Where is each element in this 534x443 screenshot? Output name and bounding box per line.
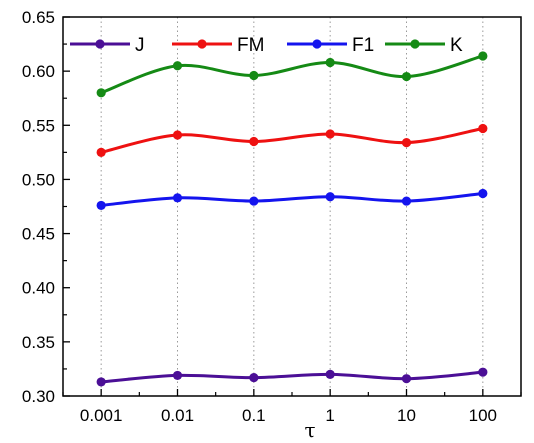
data-point [401, 196, 412, 206]
data-point [249, 136, 259, 147]
series-line-fm [100, 127, 484, 154]
series-line-j [101, 370, 483, 384]
legend-swatch-marker [312, 39, 322, 49]
data-point [401, 138, 412, 148]
x-tick-label: 0.001 [80, 406, 123, 425]
data-point [478, 51, 488, 61]
series-k [96, 51, 488, 98]
y-tick-label: 0.35 [22, 333, 55, 352]
data-point [96, 377, 106, 387]
y-tick-label: 0.55 [22, 116, 55, 135]
data-point [325, 129, 335, 139]
series-j [96, 367, 488, 387]
axes: 0.001 0.01 0.1 1 10 100 0.30 0.35 0.40 0.45 0.50 0.… [22, 8, 522, 425]
legend-label: F1 [352, 35, 374, 56]
legend-swatch-marker [197, 39, 207, 49]
legend-item-k: K [385, 35, 463, 56]
data-point [325, 192, 335, 202]
y-tick-label: 0.60 [22, 62, 55, 81]
plot-frame [62, 16, 522, 397]
series-line-k [100, 54, 484, 95]
data-point [96, 88, 106, 98]
legend-label: FM [237, 35, 264, 56]
data-point [172, 193, 183, 203]
data-point [325, 369, 335, 379]
data-point [401, 71, 412, 82]
y-tick-label: 0.65 [22, 8, 55, 27]
legend-swatch-marker [95, 39, 105, 49]
y-tick-label: 0.40 [22, 279, 55, 298]
legend-item-j: J [70, 35, 145, 56]
x-tick-label: 10 [397, 406, 416, 425]
data-point [401, 374, 412, 384]
data-point [172, 370, 183, 381]
x-axis-title: τ [304, 418, 315, 442]
series-f1 [96, 188, 488, 211]
legend-item-f1: F1 [287, 35, 374, 56]
x-tick-label: 0.01 [161, 406, 194, 425]
legend-item-fm: FM [172, 35, 264, 56]
legend-swatch-marker [410, 39, 420, 49]
series-line-f1 [101, 192, 483, 207]
y-tick-label: 0.50 [22, 170, 55, 189]
x-tick-label: 1 [325, 406, 334, 425]
data-point [172, 61, 183, 71]
y-tick-label: 0.30 [22, 387, 55, 406]
series-fm [96, 123, 488, 157]
data-point [249, 70, 259, 81]
data-point [96, 200, 106, 211]
data-point [249, 196, 259, 206]
data-point [96, 147, 106, 157]
x-tick-label: 0.1 [242, 406, 266, 425]
x-tick-label: 100 [469, 406, 497, 425]
y-tick-label: 0.45 [22, 225, 55, 244]
data-point [172, 130, 183, 140]
series-lines [96, 51, 488, 387]
legend-label: J [135, 35, 145, 56]
data-point [249, 372, 259, 383]
data-point [478, 367, 488, 377]
legend: J FM F1 K [70, 35, 463, 56]
legend-label: K [450, 35, 463, 56]
data-point [478, 123, 488, 134]
data-point [478, 188, 488, 199]
data-point [325, 57, 335, 68]
